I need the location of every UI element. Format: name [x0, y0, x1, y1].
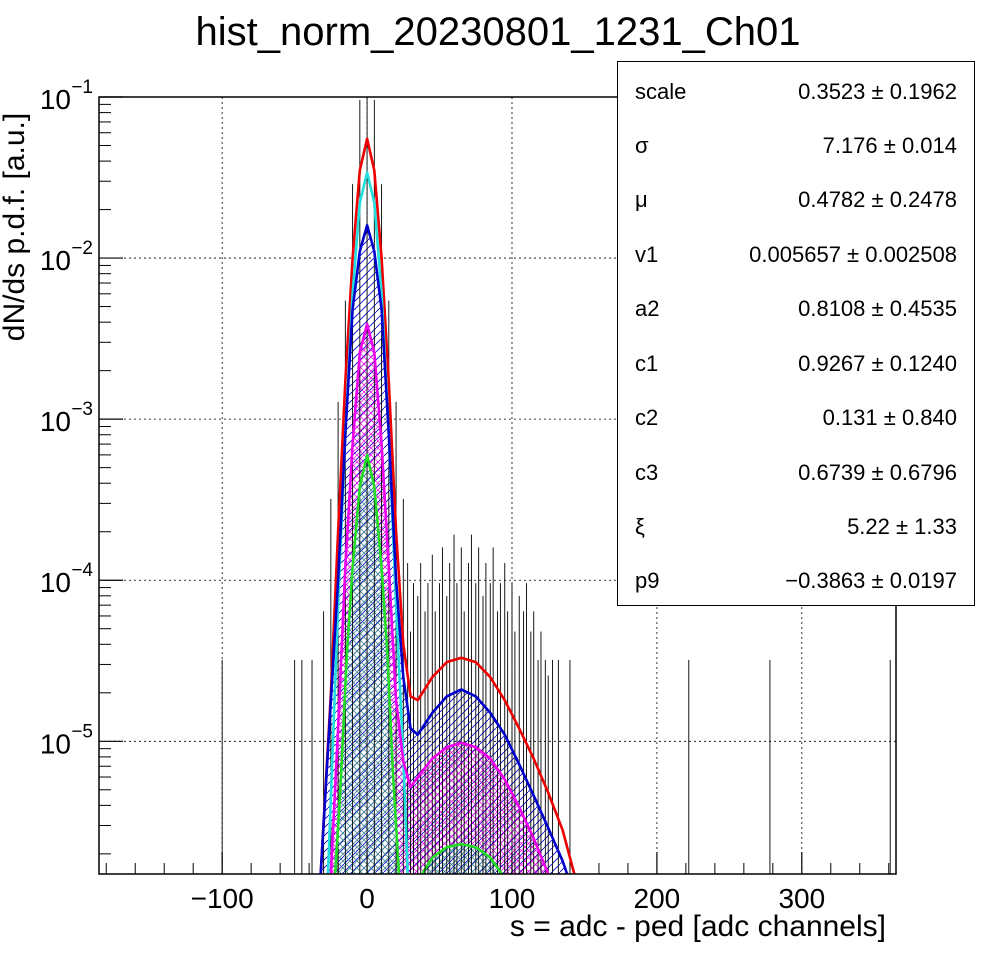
stat-name: v1: [635, 242, 659, 267]
stat-name: p9: [635, 568, 660, 593]
y-tick-exponent: −2: [71, 238, 93, 259]
stat-name: c3: [635, 460, 659, 485]
stat-row: c3 0.6739 ± 0.6796: [618, 460, 974, 490]
stat-name: a2: [635, 296, 660, 321]
x-tick-label: 200: [634, 883, 681, 914]
series-line: [329, 322, 550, 874]
y-tick-label: 10: [40, 245, 71, 276]
stat-row: a2 0.8108 ± 0.4535: [618, 296, 974, 326]
stat-row: scale 0.3523 ± 0.1962: [618, 79, 974, 109]
stat-row: c2 0.131 ± 0.840: [618, 405, 974, 435]
stat-value: 0.4782 ± 0.2478: [798, 187, 957, 212]
y-tick-label: 10: [40, 728, 71, 759]
stat-name: c2: [635, 405, 659, 430]
stat-value: 0.131 ± 0.840: [822, 405, 957, 430]
series-line: [333, 453, 401, 874]
y-tick-label: 10: [40, 406, 71, 437]
stat-name: scale: [635, 79, 687, 104]
y-tick-exponent: −3: [71, 399, 93, 420]
x-tick-label: −100: [191, 883, 254, 914]
stat-row: ξ 5.22 ± 1.33: [618, 514, 974, 544]
series-line: [420, 842, 503, 874]
stat-name: ξ: [635, 514, 645, 539]
stat-row: p9 −0.3863 ± 0.0197: [618, 568, 974, 598]
x-axis-label: s = adc - ped [adc channels]: [509, 910, 886, 943]
stat-row: v1 0.005657 ± 0.002508: [618, 242, 974, 272]
stat-name: μ: [635, 187, 648, 212]
y-axis-label: dN/ds p.d.f. [a.u.]: [0, 112, 31, 342]
stat-value: 7.176 ± 0.014: [822, 133, 957, 158]
y-tick-label: 10: [40, 84, 71, 115]
y-tick-label: 10: [40, 567, 71, 598]
stat-value: −0.3863 ± 0.0197: [785, 568, 957, 593]
y-tick-exponent: −5: [71, 721, 93, 742]
y-tick-exponent: −1: [71, 77, 93, 98]
series-line: [319, 223, 569, 874]
stat-value: 0.3523 ± 0.1962: [798, 79, 957, 104]
stat-row: c1 0.9267 ± 0.1240: [618, 351, 974, 381]
x-tick-label: 0: [359, 883, 375, 914]
y-tick-exponent: −4: [71, 560, 93, 581]
stat-value: 0.9267 ± 0.1240: [798, 351, 957, 376]
stat-value: 0.005657 ± 0.002508: [749, 242, 957, 267]
stat-row: μ 0.4782 ± 0.2478: [618, 187, 974, 217]
fit-curves: [319, 137, 576, 874]
chart-title: hist_norm_20230801_1231_Ch01: [195, 10, 801, 54]
stat-value: 0.8108 ± 0.4535: [798, 296, 957, 321]
stat-name: c1: [635, 351, 659, 376]
series-fills: [320, 225, 568, 874]
stat-name: σ: [635, 133, 649, 158]
x-tick-label: 300: [778, 883, 825, 914]
fit-stats-box: scale 0.3523 ± 0.1962 σ 7.176 ± 0.014 μ …: [617, 61, 975, 606]
stat-row: σ 7.176 ± 0.014: [618, 133, 974, 163]
x-tick-label: 100: [489, 883, 536, 914]
series-line: [319, 137, 576, 874]
stat-value: 5.22 ± 1.33: [847, 514, 957, 539]
stat-value: 0.6739 ± 0.6796: [798, 460, 957, 485]
